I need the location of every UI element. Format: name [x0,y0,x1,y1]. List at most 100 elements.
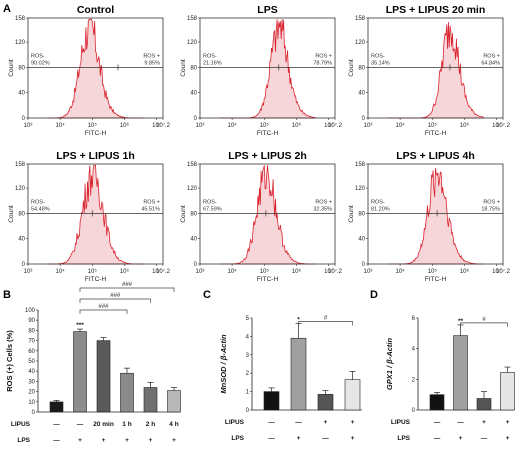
lipus-cell: — [268,419,275,426]
panel-label-d: D [370,289,378,301]
bracket-label: ### [98,304,109,310]
flow-title: LPS + LIPUS 20 min [386,4,486,16]
x-tick-label: 10⁴ [56,268,66,275]
y-tick-label: 10 [28,400,35,406]
x-tick-label: 10⁶ [460,122,470,129]
comparison-bracket [79,298,151,303]
y-tick-label: 4 [412,347,416,353]
lipus-cell: 2 h [146,421,155,428]
y-tick-label: 158 [15,16,26,22]
lps-cell: + [78,437,82,444]
y-tick-label: 80 [190,65,197,71]
comparison-bracket [79,309,128,314]
x-tick-label: 10³ [364,269,373,275]
flow-panel-2: LPS ROS-21.16% ROS +78.79% 0 40 80 120 158 10³ 10… [180,4,343,137]
bar [476,398,492,411]
y-tick-label: 20 [28,390,35,396]
x-tick-label: 10⁷.2 [156,268,171,275]
histogram-curve [219,19,318,119]
y-tick-label: 120 [355,40,366,46]
plot-frame [367,163,504,265]
y-tick-label: 100 [25,308,36,314]
row-label-lipus: LIPUS [11,421,31,428]
bar-chart-8: 0 2 4 6 GPX1 / β-Actin ** # LIPUS LPS — — + + — + — + [385,316,515,442]
y-tick-label: 30 [28,379,35,385]
lipus-cell: — [434,419,441,426]
y-tick-label: 1 [246,390,250,396]
plot-frame [27,163,164,265]
row-label-lps: LPS [17,437,30,444]
ros-pos-label: ROS + [143,53,160,59]
y-tick-label: 0 [22,262,26,268]
y-tick-label: 80 [358,211,365,217]
x-tick-label: 10⁷ [492,122,501,129]
x-tick-label: 10³ [364,123,373,129]
ros-pos-label: ROS + [143,199,160,205]
x-tick-label: 10³ [196,269,205,275]
x-tick-label: 10⁷ [492,268,501,275]
flow-panel-5: LPS + LIPUS 2h ROS-67.59% ROS +32.35% 0 40 80… [180,150,343,283]
y-tick-label: 0 [362,262,366,268]
y-tick-label: 80 [358,65,365,71]
x-tick-label: 10⁷ [152,122,161,129]
y-tick-label: 4 [246,334,250,340]
bar [263,391,280,411]
bracket-label: # [482,317,486,323]
y-tick-label: 0 [246,408,250,414]
bar-chart-7: 0 1 2 3 4 5 MnSOD / β-Actin * # LIPUS LPS — — + + — + — + [219,316,362,442]
y-axis-label: MnSOD / β-Actin [219,334,228,394]
lipus-cell: — [77,421,84,428]
x-tick-label: 10³ [24,269,33,275]
y-tick-label: 70 [28,339,35,345]
x-tick-label: 10⁶ [292,122,302,129]
y-tick-label: 158 [355,16,366,22]
x-tick-label: 10⁷ [324,122,333,129]
y-tick-label: 5 [246,316,250,322]
x-axis-label: FITC-H [425,276,447,283]
flow-panel-1: Control ROS-90.02% ROS +9.85% 0 40 80 120 158 10… [8,4,171,137]
y-tick-label: 6 [412,316,416,322]
lipus-cell: + [324,419,328,426]
x-tick-label: 10³ [196,123,205,129]
flow-title: LPS + LIPUS 2h [228,150,306,162]
x-axis-label: FITC-H [85,276,107,283]
ros-neg-value: 35.14% [371,60,390,66]
ros-pos-value: 64.84% [481,60,500,66]
significance-star: ** [458,318,464,325]
x-tick-label: 10⁶ [460,268,470,275]
y-tick-label: 40 [18,237,25,243]
flow-title: Control [77,4,114,16]
flow-panel-4: LPS + LIPUS 1h ROS-54.48% ROS +45.51% 0 40 80… [8,150,171,283]
y-tick-label: 120 [15,186,26,192]
panel-label-a: A [3,3,11,15]
lipus-cell: — [457,419,464,426]
x-tick-label: 10⁷.2 [328,268,343,275]
y-tick-label: 0 [194,116,198,122]
y-tick-label: 2 [246,371,250,377]
lipus-cell: + [351,419,355,426]
x-tick-label: 10⁵ [428,268,438,275]
ros-pos-value: 32.35% [313,206,332,212]
lps-cell: + [102,437,106,444]
comparison-bracket [79,287,175,292]
lps-cell: + [125,437,129,444]
ros-pos-label: ROS + [483,53,500,59]
significance-star: * [297,317,300,324]
x-tick-label: 10⁶ [120,122,130,129]
x-tick-label: 10⁷.2 [328,122,343,129]
y-tick-label: 120 [187,40,198,46]
bar [167,390,181,413]
x-tick-label: 10⁴ [56,122,66,129]
plot-frame [199,163,336,265]
flow-panel-3: LPS + LIPUS 20 min ROS-35.14% ROS +64.84% 0… [348,4,511,137]
x-tick-label: 10⁵ [260,122,270,129]
bar [317,394,334,411]
bracket-label: ### [122,282,133,288]
ros-neg-value: 90.02% [31,60,50,66]
bar [96,340,111,413]
histogram-curve [387,168,484,265]
lps-cell: + [172,437,176,444]
bar [344,379,361,411]
